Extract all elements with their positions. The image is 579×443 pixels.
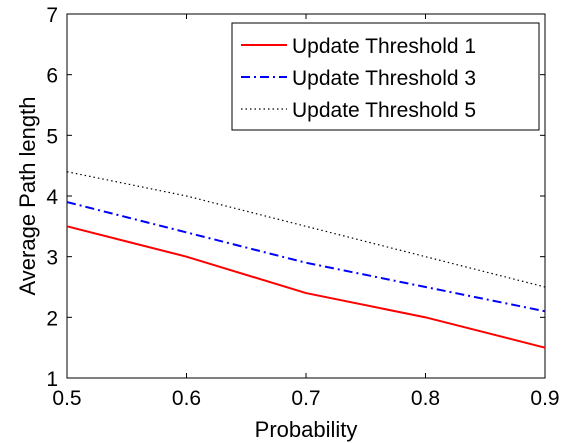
y-tick-label: 4 (46, 186, 58, 209)
x-tick-label: 0.6 (172, 387, 201, 410)
x-tick-label: 0.8 (411, 387, 440, 410)
axis-ticks (66, 13, 546, 379)
y-tick-label: 5 (46, 125, 58, 148)
y-tick-label: 6 (46, 65, 58, 88)
legend-label-3: Update Threshold 5 (292, 99, 476, 122)
series-line-1 (66, 225, 546, 349)
y-axis-title: Average Path length (15, 97, 40, 296)
y-tick-label: 2 (46, 307, 58, 330)
series-line-2 (66, 201, 546, 313)
legend-label-2: Update Threshold 3 (292, 67, 476, 90)
legend-label-1: Update Threshold 1 (292, 35, 476, 58)
legend: Update Threshold 1 Update Threshold 3 Upda… (231, 22, 540, 131)
y-tick-label: 1 (46, 368, 58, 391)
x-axis-title: Probability (255, 417, 358, 442)
series-line-3 (66, 171, 546, 288)
y-tick-label: 7 (46, 4, 58, 27)
tick-labels: 0.5 0.6 0.7 0.8 0.9 1 2 3 4 5 6 7 (46, 4, 559, 410)
series-lines (66, 171, 546, 349)
x-tick-label: 0.7 (291, 387, 320, 410)
y-tick-label: 3 (46, 247, 58, 270)
x-tick-label: 0.9 (530, 387, 559, 410)
x-tick-label: 0.5 (52, 387, 81, 410)
